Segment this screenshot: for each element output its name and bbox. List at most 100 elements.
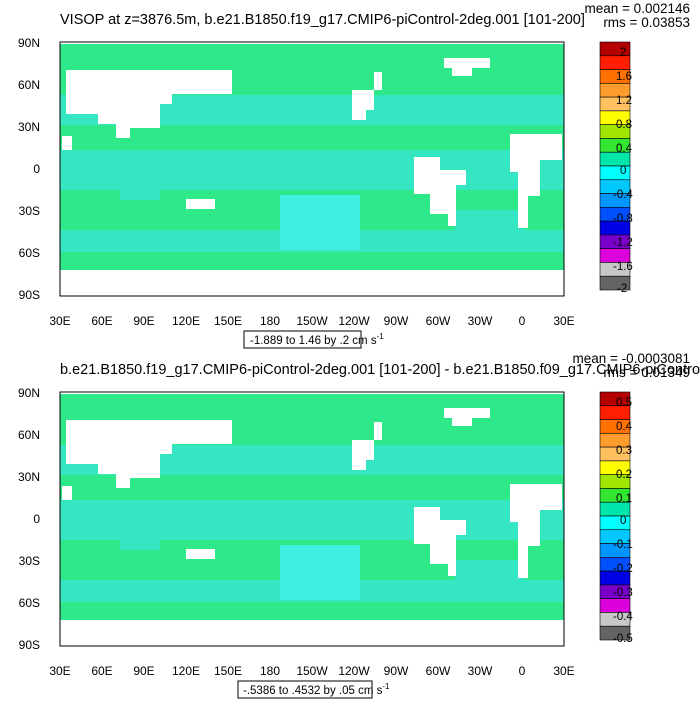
range-box: -1.889 to 1.46 by .2 cm s-1 <box>243 330 384 349</box>
y-axis: 90N 60N 30N 0 30S 60S 90S <box>18 36 40 302</box>
x-tick-label: 150E <box>214 314 242 328</box>
x-tick-label: 30E <box>49 664 70 678</box>
x-tick-label: 30E <box>49 314 70 328</box>
colorbar-label: -0.4 <box>613 189 633 201</box>
x-tick-label: 150W <box>296 314 328 328</box>
mean-label: mean = -0.0003081 <box>573 351 690 366</box>
panel-title: VISOP at z=3876.5m, b.e21.B1850.f19_g17.… <box>60 12 585 28</box>
africa-land <box>414 157 466 226</box>
bottom-map-panel: b.e21.B1850.f19_g17.CMIP6-piControl-2deg… <box>0 350 700 700</box>
top-map-panel: VISOP at z=3876.5m, b.e21.B1850.f19_g17.… <box>0 0 700 350</box>
colorbar-label: -1.2 <box>613 237 633 249</box>
x-tick-label: 150E <box>214 664 242 678</box>
arctic-island-land <box>444 58 490 76</box>
x-tick-label: 60E <box>91 664 112 678</box>
y-tick-label: 90N <box>18 36 40 50</box>
colorbar-label: 0 <box>620 515 626 527</box>
x-tick-label: 30E <box>553 314 574 328</box>
colorbar-label: 0.3 <box>616 445 632 457</box>
x-tick-label: 120W <box>338 664 370 678</box>
y-tick-label: 0 <box>33 512 40 526</box>
x-tick-label: 90W <box>384 314 409 328</box>
x-axis: 30E 60E 90E 120E 150E 180 150W 120W 90W … <box>49 664 574 678</box>
y-tick-label: 90S <box>19 638 40 652</box>
colorbar-label: -0.8 <box>613 213 633 225</box>
australia-land <box>186 549 215 559</box>
colorbar-label: 1.2 <box>616 95 632 107</box>
rms-label: rms = 0.01349 <box>603 365 690 380</box>
y-axis: 90N 60N 30N 0 30S 60S 90S <box>18 386 40 652</box>
greenland-land <box>352 72 382 120</box>
range-label: -1.889 to 1.46 by .2 cm s-1 <box>250 332 384 347</box>
colorbar-label: 0.1 <box>616 493 632 505</box>
ocean-cyan-patch <box>280 545 360 600</box>
x-tick-label: 30E <box>553 664 574 678</box>
y-tick-label: 60N <box>18 428 40 442</box>
map-field <box>59 41 565 297</box>
asia-edge-land <box>62 486 72 500</box>
x-tick-label: 30W <box>468 664 493 678</box>
x-tick-label: 120E <box>172 664 200 678</box>
colorbar-label: -1.6 <box>613 261 633 273</box>
x-tick-label: 90E <box>133 664 154 678</box>
y-tick-label: 30N <box>18 470 40 484</box>
australia-land <box>186 199 215 209</box>
y-tick-label: 60S <box>19 246 40 260</box>
colorbar: 0.5 0.4 0.3 0.2 0.1 0 -0.1 -0.2 -0.3 -0.… <box>599 391 633 645</box>
y-tick-label: 30N <box>18 120 40 134</box>
bottom-map-svg: b.e21.B1850.f19_g17.CMIP6-piControl-2deg… <box>18 351 700 699</box>
colorbar-label: -0.2 <box>613 563 633 575</box>
north-america-land <box>66 70 232 138</box>
colorbar-label: 0.8 <box>616 119 632 131</box>
y-tick-label: 90N <box>18 386 40 400</box>
x-tick-label: 60E <box>91 314 112 328</box>
colorbar-label: -0.1 <box>613 539 633 551</box>
map-field <box>59 391 565 647</box>
arctic-island-land <box>444 408 490 426</box>
antarctica-land <box>240 620 496 644</box>
colorbar-label: -2 <box>617 283 627 295</box>
colorbar-swatch <box>599 275 631 291</box>
colorbar-label: 0.4 <box>616 143 633 155</box>
x-tick-label: 60W <box>426 664 451 678</box>
x-axis: 30E 60E 90E 120E 150E 180 150W 120W 90W … <box>49 314 574 328</box>
x-tick-label: 150W <box>296 664 328 678</box>
y-tick-label: 30S <box>19 554 40 568</box>
colorbar-swatch <box>599 625 631 641</box>
ocean-alt-patch <box>120 510 160 550</box>
colorbar-label: 0 <box>620 165 626 177</box>
y-tick-label: 30S <box>19 204 40 218</box>
x-tick-label: 120E <box>172 314 200 328</box>
x-tick-label: 120W <box>338 314 370 328</box>
colorbar-label: 0.4 <box>616 421 633 433</box>
x-tick-label: 0 <box>519 314 526 328</box>
ocean-alt-patch <box>455 210 525 240</box>
x-tick-label: 30W <box>468 314 493 328</box>
mean-label: mean = 0.002146 <box>585 1 690 16</box>
colorbar-label: 2 <box>620 47 626 59</box>
ocean-alt-patch <box>455 560 525 590</box>
panel-title: b.e21.B1850.f19_g17.CMIP6-piControl-2deg… <box>60 362 700 378</box>
colorbar-label: 1.6 <box>616 71 632 83</box>
range-box: -.5386 to .4532 by .05 cm s-1 <box>237 680 390 699</box>
north-america-land <box>66 420 232 488</box>
asia-edge-land <box>62 136 72 150</box>
colorbar-label: -0.5 <box>613 633 633 645</box>
colorbar-label: -0.3 <box>613 587 633 599</box>
antarctica-land <box>240 270 496 294</box>
x-tick-label: 0 <box>519 664 526 678</box>
range-label: -.5386 to .4532 by .05 cm s-1 <box>243 682 390 697</box>
greenland-land <box>352 422 382 470</box>
y-tick-label: 60S <box>19 596 40 610</box>
x-tick-label: 90E <box>133 314 154 328</box>
top-map-svg: VISOP at z=3876.5m, b.e21.B1850.f19_g17.… <box>18 1 690 349</box>
africa-land <box>414 507 466 576</box>
y-tick-label: 60N <box>18 78 40 92</box>
ocean-cyan-patch <box>280 195 360 250</box>
colorbar-label: 0.5 <box>616 397 632 409</box>
colorbar-label: 0.2 <box>616 469 632 481</box>
ocean-alt-patch <box>120 160 160 200</box>
south-america-land <box>510 134 562 228</box>
x-tick-label: 180 <box>260 664 280 678</box>
south-america-land <box>510 484 562 578</box>
